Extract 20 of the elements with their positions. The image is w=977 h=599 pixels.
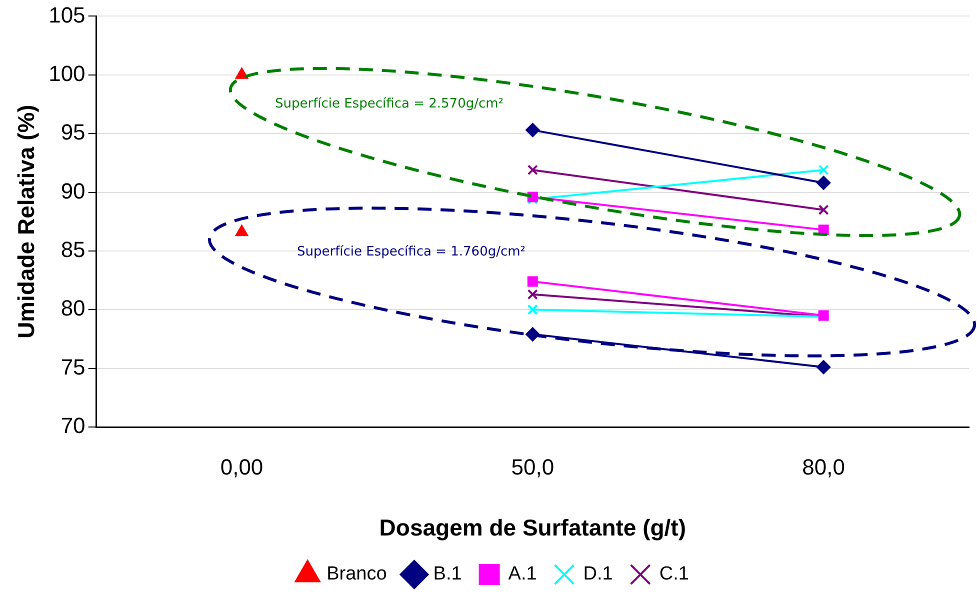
annotation: Superfície Específica = 1.760g/cm² bbox=[297, 244, 526, 260]
y-axis-title: Umidade Relativa (%) bbox=[13, 104, 40, 339]
legend-label: B.1 bbox=[433, 564, 462, 585]
legend-label: Branco bbox=[326, 564, 387, 585]
y-tick-label: 85 bbox=[60, 237, 86, 262]
x-tick-label: 0,00 bbox=[220, 454, 264, 480]
x-axis-title: Dosagem de Surfatante (g/t) bbox=[379, 514, 686, 541]
y-tick-label: 75 bbox=[60, 354, 86, 380]
legend-label: A.1 bbox=[508, 564, 537, 585]
legend-label: C.1 bbox=[659, 564, 689, 585]
x-tick-label: 50,0 bbox=[511, 454, 554, 480]
annotation: Superfície Específica = 2.570g/cm² bbox=[275, 96, 504, 112]
y-tick-label: 95 bbox=[60, 120, 86, 145]
y-tick-label: 80 bbox=[60, 296, 86, 321]
y-tick-label: 105 bbox=[48, 2, 86, 28]
y-tick-label: 100 bbox=[48, 60, 86, 86]
y-tick-label: 70 bbox=[60, 413, 86, 438]
y-tick-label: 90 bbox=[60, 178, 86, 204]
legend-label: D.1 bbox=[583, 564, 613, 585]
x-tick-label: 80,0 bbox=[802, 454, 845, 480]
